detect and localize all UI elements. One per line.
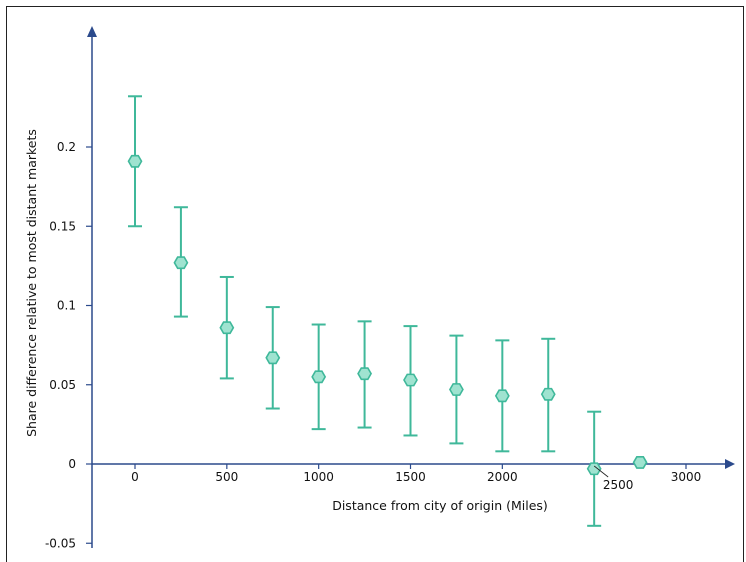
data-point [127,154,143,168]
data-markers [127,154,648,476]
y-tick-label: 0.1 [57,299,76,313]
data-point [540,387,556,401]
data-point [173,256,189,270]
y-axis-label: Share difference relative to most distan… [24,129,39,437]
y-tick-label: 0 [68,457,76,471]
x-axis-label: Distance from city of origin (Miles) [332,498,548,513]
x-tick-label: 2500 [603,478,634,492]
data-point [311,370,327,384]
data-point [357,367,373,381]
x-tick-label: 2000 [487,470,518,484]
error-bars [128,95,602,527]
data-point [219,321,235,335]
y-tick-label: 0.2 [57,140,76,154]
y-tick-label: -0.05 [45,536,76,550]
x-tick-label: 0 [131,470,139,484]
data-point [632,455,648,469]
y-tick-label: 0.15 [49,219,76,233]
data-point [403,373,418,387]
tick-labels: 0 500 1000 1500 2000 2500 3000 -0.05 0 0.05 0.1 0.1… [45,140,701,550]
chart-frame [6,6,744,562]
y-tick-label: 0.05 [49,378,76,392]
x-tick-label: 1500 [395,470,426,484]
data-point [586,462,602,476]
x-tick-label-leader [593,465,609,478]
data-point [265,351,281,365]
x-tick-label: 500 [215,470,238,484]
axes [86,26,735,548]
x-axis-arrow-icon [725,459,735,469]
data-point [494,389,510,403]
x-tick-label: 3000 [671,470,702,484]
x-tick-label: 1000 [303,470,334,484]
data-point [448,383,464,396]
y-axis-arrow-icon [87,26,97,37]
